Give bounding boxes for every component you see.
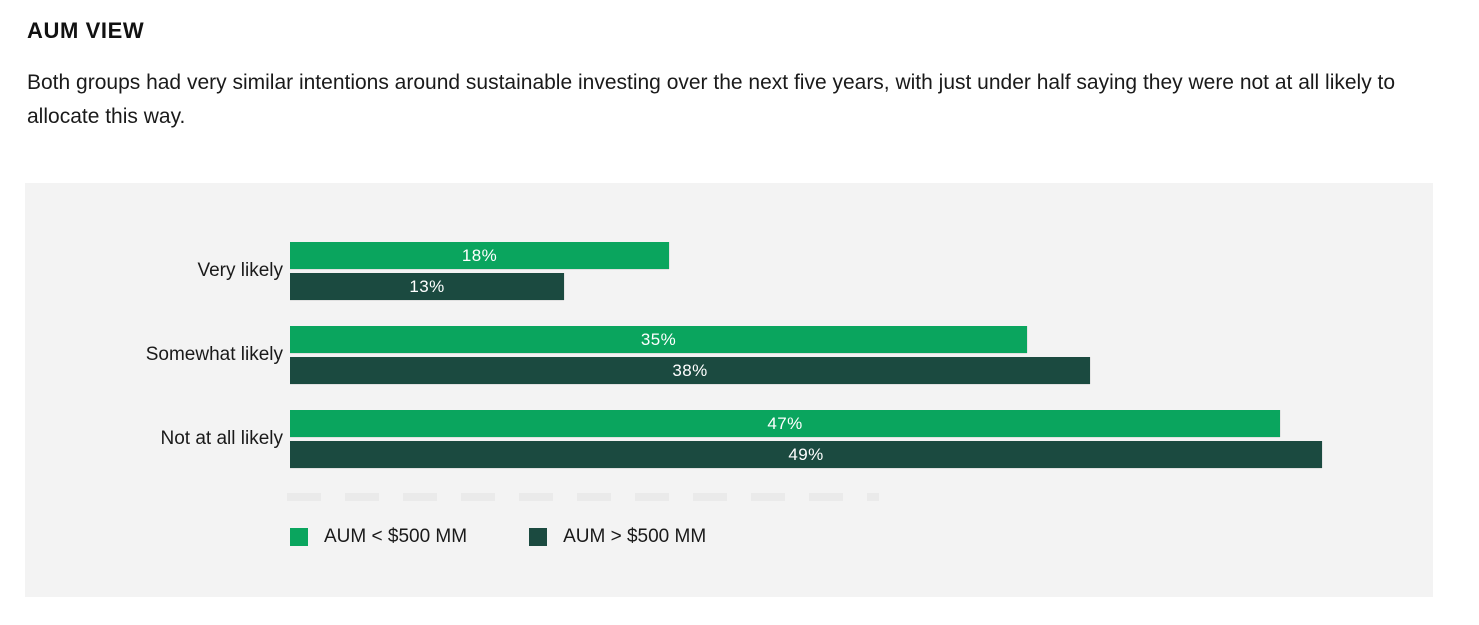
category-label: Not at all likely	[160, 428, 284, 449]
bar-value-label: 35%	[640, 329, 677, 349]
bar-value-label: 18%	[461, 245, 498, 265]
legend-label: AUM > $500 MM	[563, 526, 707, 547]
bar-value-label: 49%	[788, 444, 824, 464]
chart-row: Somewhat likely 35% 38%	[25, 326, 1433, 384]
bar-value-label: 47%	[767, 413, 803, 433]
chart-row: Not at all likely 47% 49%	[25, 410, 1433, 468]
chart-legend: AUM < $500 MM AUM > $500 MM	[290, 526, 706, 548]
bar-value-label: 13%	[409, 276, 445, 296]
chart-panel: Very likely 18% 13% Somewhat likely 35% 38% No…	[25, 183, 1433, 597]
legend-label: AUM < $500 MM	[324, 526, 468, 547]
legend-color-swatch-icon	[529, 528, 548, 546]
bar-series2: 38%	[290, 357, 1090, 384]
legend-color-swatch-icon	[290, 528, 308, 546]
bar-series1: 35%	[290, 326, 1027, 353]
bar-series2: 13%	[290, 273, 564, 300]
category-label: Very likely	[197, 260, 283, 281]
legend-item: AUM > $500 MM	[529, 526, 706, 548]
legend-item: AUM < $500 MM	[290, 526, 467, 548]
bar-series1: 18%	[290, 242, 669, 269]
chart-description: Both groups had very similar intentions …	[27, 71, 1396, 128]
chart-row: Very likely 18% 13%	[25, 242, 1433, 300]
faint-artifact-text	[287, 493, 879, 501]
bar-series1: 47%	[290, 410, 1280, 437]
bar-series2: 49%	[290, 441, 1322, 468]
category-label: Somewhat likely	[145, 344, 283, 365]
bar-value-label: 38%	[672, 360, 708, 380]
page-title: AUM VIEW	[27, 18, 145, 43]
